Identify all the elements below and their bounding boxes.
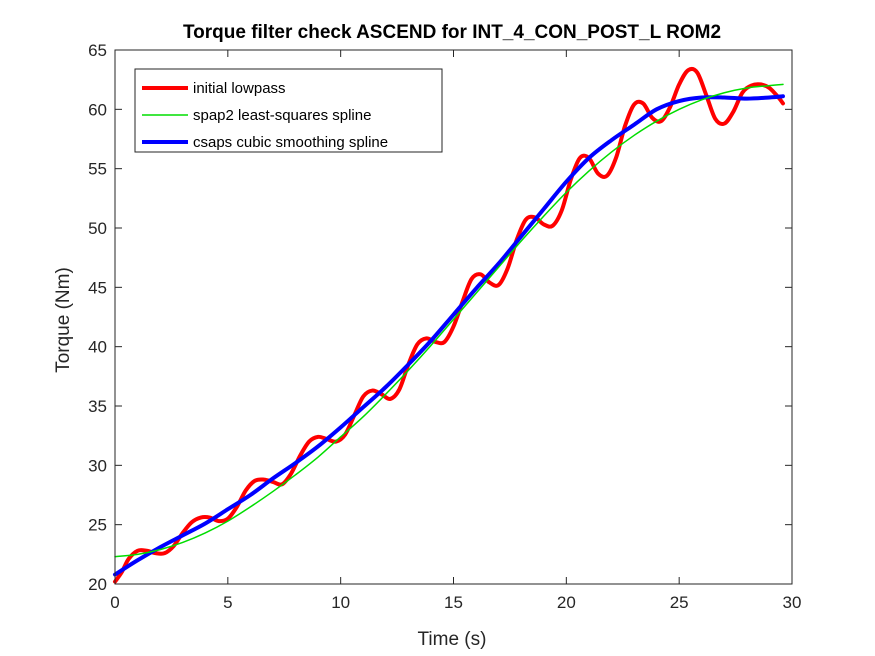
x-tick-label: 5 — [223, 593, 232, 612]
y-tick-label: 60 — [88, 100, 107, 119]
y-tick-label: 25 — [88, 516, 107, 535]
x-tick-label: 15 — [444, 593, 463, 612]
x-tick-label: 0 — [110, 593, 119, 612]
legend-box — [134, 68, 443, 153]
x-tick-label: 20 — [557, 593, 576, 612]
series-line-3 — [113, 94, 785, 577]
y-tick-label: 55 — [88, 160, 107, 179]
plot-box — [114, 49, 793, 585]
tick-layer: 0 5 10 15 20 25 30 20 25 30 35 40 45 50 55 60 65 — [88, 41, 801, 612]
series-line-1 — [113, 66, 785, 584]
y-tick-label: 40 — [88, 338, 107, 357]
series-layer — [113, 66, 785, 584]
x-tick-label: 25 — [670, 593, 689, 612]
legend: initial lowpass spap2 least-squares splin… — [134, 68, 443, 153]
legend-label-2: spap2 least-squares spline — [193, 107, 371, 124]
y-tick-label: 65 — [88, 41, 107, 60]
series-line-2 — [114, 83, 784, 558]
y-tick-label: 20 — [88, 575, 107, 594]
x-axis-label: Time (s) — [418, 629, 487, 650]
y-tick-label: 50 — [88, 219, 107, 238]
y-tick-label: 30 — [88, 456, 107, 475]
x-tick-label: 10 — [331, 593, 350, 612]
legend-label-3: csaps cubic smoothing spline — [193, 134, 388, 151]
legend-label-1: initial lowpass — [193, 80, 286, 97]
chart-title: Torque filter check ASCEND for INT_4_CON… — [183, 22, 721, 43]
y-tick-label: 35 — [88, 397, 107, 416]
x-tick-label: 30 — [783, 593, 802, 612]
y-tick-label: 45 — [88, 278, 107, 297]
y-axis-label: Torque (Nm) — [53, 267, 74, 373]
